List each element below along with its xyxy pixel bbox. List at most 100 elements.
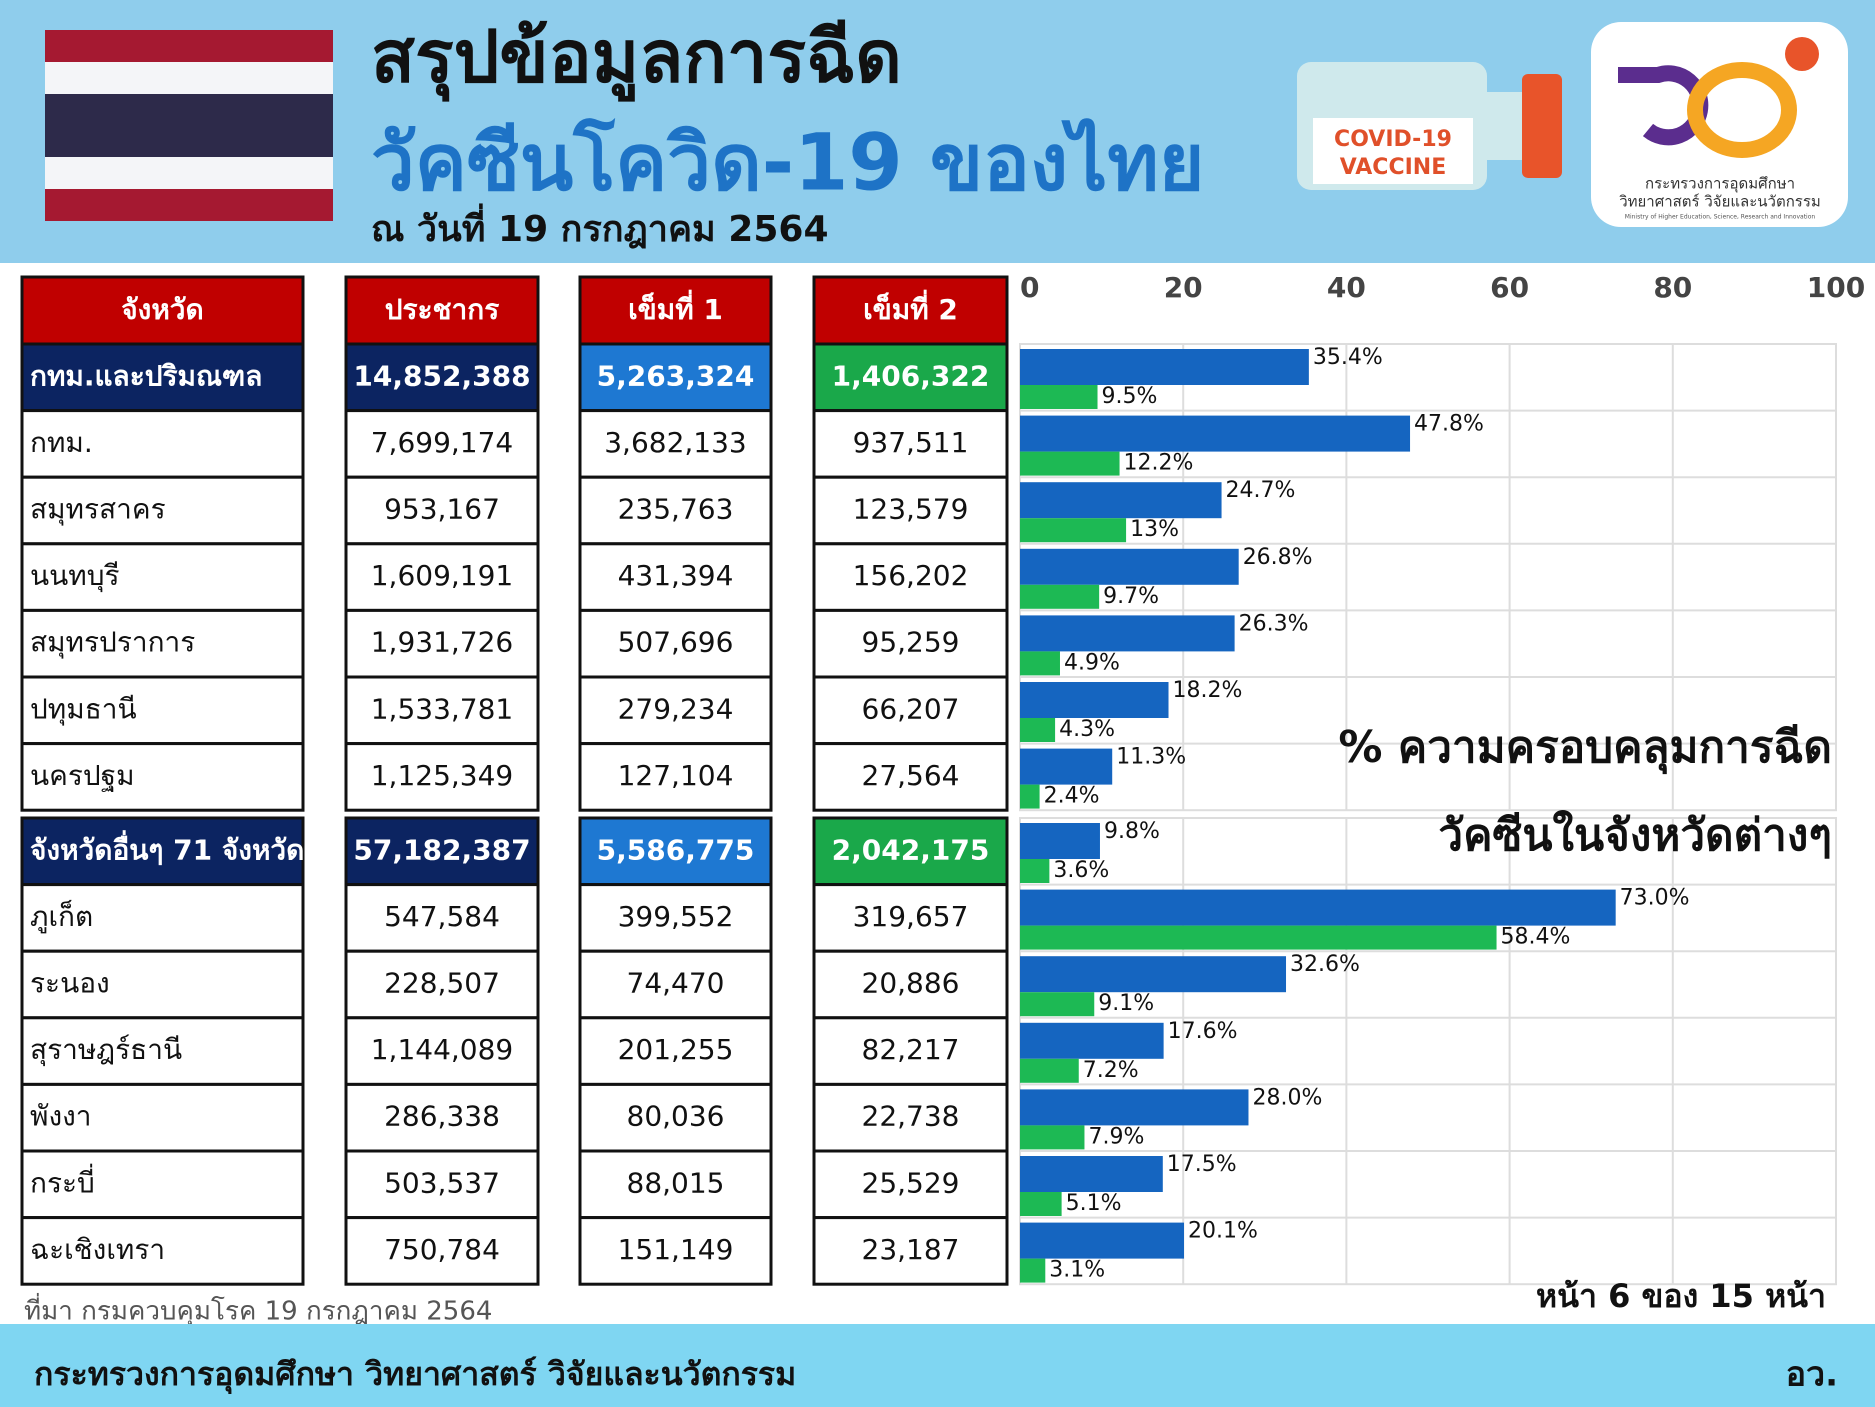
cell xyxy=(20,1082,305,1153)
bar xyxy=(1020,1192,1062,1216)
value-label: 24.7% xyxy=(1226,478,1296,503)
cell xyxy=(812,675,1009,746)
bar xyxy=(1020,482,1222,519)
number: 66,207 xyxy=(862,692,960,725)
cell xyxy=(20,542,305,612)
cell xyxy=(20,1016,305,1086)
cell xyxy=(344,1149,540,1220)
cell xyxy=(812,409,1009,479)
value-label: 9.1% xyxy=(1098,991,1154,1016)
number: 74,470 xyxy=(627,967,725,1000)
bar xyxy=(1020,385,1098,409)
province: กระบี่ xyxy=(30,1163,95,1199)
bottle-cap xyxy=(1522,74,1562,178)
data-table: จังหวัด ประชากร เข็มที่ 1 เข็มที่ 2 กทม.และป… xyxy=(20,275,1009,1286)
date: ณ วันที่ 19 กรกฎาคม 2564 xyxy=(371,203,829,250)
number: 127,104 xyxy=(618,759,734,792)
coverage-chart: 0 20 40 60 80 100 35.4% 47.8% 24.7% 26.8% 26.3% 18.… xyxy=(1019,271,1865,1286)
number: 953,167 xyxy=(384,493,500,526)
cell xyxy=(578,949,773,1020)
number: 319,657 xyxy=(853,900,969,933)
province: ปทุมธานี xyxy=(30,692,137,726)
value-label: 58.4% xyxy=(1501,925,1571,950)
number: 5,586,775 xyxy=(597,833,755,866)
value-label: 7.9% xyxy=(1088,1124,1144,1149)
value-label: 32.6% xyxy=(1290,952,1360,977)
number: 14,852,388 xyxy=(353,359,530,392)
title-line1: สรุปข้อมูลการฉีด xyxy=(371,15,902,103)
cell xyxy=(344,409,540,479)
province: สมุทรปราการ xyxy=(30,626,195,660)
logo-atom xyxy=(1785,37,1819,71)
province: สุราษฎร์ธานี xyxy=(30,1033,182,1067)
column-header: ประชากร xyxy=(385,293,500,326)
vaccine-bottle: COVID-19 VACCINE xyxy=(1297,62,1562,190)
cell xyxy=(812,608,1009,679)
cell xyxy=(344,816,540,887)
cell xyxy=(812,1016,1009,1086)
value-label: 2.4% xyxy=(1044,784,1100,809)
cell xyxy=(578,1216,773,1286)
logo-line1: กระทรวงการอุดมศึกษา xyxy=(1645,175,1795,194)
province: จังหวัดอื่นๆ 71 จังหวัด xyxy=(30,829,304,866)
number: 279,234 xyxy=(618,692,734,725)
value-label: 9.7% xyxy=(1103,584,1159,609)
cell xyxy=(578,675,773,746)
cell xyxy=(812,542,1009,612)
value-label: 26.3% xyxy=(1239,611,1309,636)
bar xyxy=(1020,415,1411,452)
cell xyxy=(578,409,773,479)
x-tick-label: 100 xyxy=(1807,271,1865,304)
badge-line1: COVID-19 xyxy=(1334,127,1452,152)
cell xyxy=(20,409,305,479)
number: 1,125,349 xyxy=(371,759,514,792)
number: 20,886 xyxy=(862,967,960,1000)
bar xyxy=(1020,1156,1163,1192)
value-label: 9.8% xyxy=(1104,819,1160,844)
cell xyxy=(344,475,540,546)
number: 5,263,324 xyxy=(597,359,755,392)
number: 228,507 xyxy=(384,967,500,1000)
number: 25,529 xyxy=(862,1166,960,1199)
title-line2: วัคซีนโควิด-19 ของไทย xyxy=(371,116,1204,208)
number: 503,537 xyxy=(384,1166,500,1199)
cell xyxy=(812,816,1009,887)
bar xyxy=(1020,651,1060,676)
bar xyxy=(1020,548,1239,585)
value-label: 73.0% xyxy=(1620,886,1690,911)
value-label: 3.1% xyxy=(1049,1258,1105,1283)
bar xyxy=(1020,1089,1249,1126)
value-label: 4.3% xyxy=(1059,717,1115,742)
cell xyxy=(812,1149,1009,1220)
value-label: 4.9% xyxy=(1064,650,1120,675)
badge-line2: VACCINE xyxy=(1340,155,1446,180)
column-header: เข็มที่ 2 xyxy=(863,289,958,326)
ministry-abbr: อว. xyxy=(1786,1355,1838,1395)
flag-blue xyxy=(45,94,333,157)
bar xyxy=(1020,956,1287,993)
value-label: 18.2% xyxy=(1173,678,1243,703)
cell xyxy=(344,342,540,413)
value-label: 12.2% xyxy=(1124,451,1194,476)
cell xyxy=(578,342,773,413)
bar xyxy=(1020,823,1100,859)
cell xyxy=(812,949,1009,1020)
number: 431,394 xyxy=(618,559,734,592)
province: ฉะเชิงเทรา xyxy=(30,1233,165,1266)
cell xyxy=(578,608,773,679)
cell xyxy=(578,542,773,612)
annotation: % ความครอบคลุมการฉีด xyxy=(1338,722,1832,775)
cell xyxy=(812,1216,1009,1286)
province: กทม. xyxy=(30,426,93,459)
province: นนทบุรี xyxy=(30,559,120,593)
value-label: 26.8% xyxy=(1243,545,1313,570)
cell xyxy=(20,742,305,812)
number: 88,015 xyxy=(627,1166,725,1199)
value-label: 28.0% xyxy=(1252,1085,1322,1110)
cell xyxy=(344,742,540,812)
bar xyxy=(1020,889,1616,926)
number: 80,036 xyxy=(627,1100,725,1133)
province: กทม.และปริมณฑล xyxy=(30,359,262,392)
